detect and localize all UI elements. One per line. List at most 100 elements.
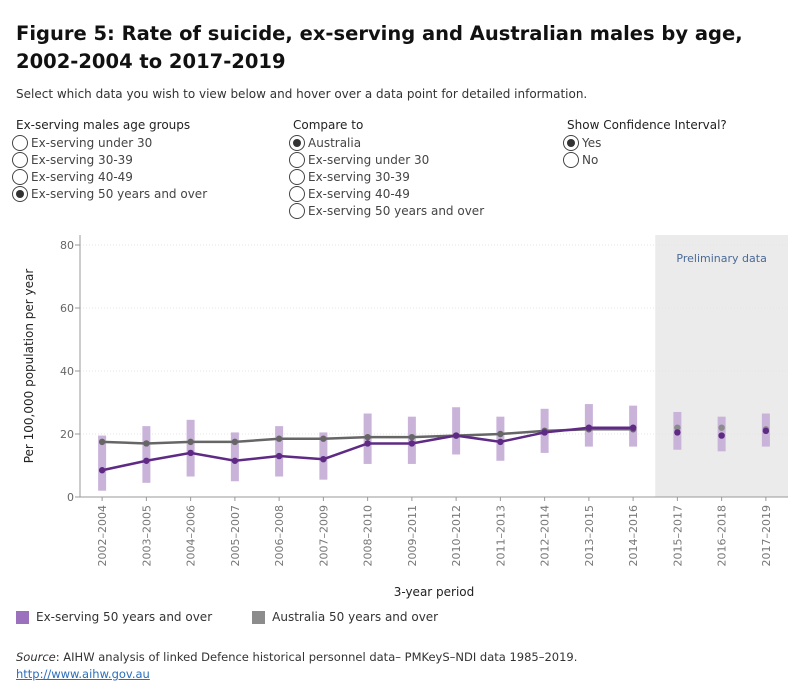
ex-serving-data-point[interactable] [762, 427, 770, 435]
y-tick-label: 20 [60, 428, 74, 441]
compare-to-option[interactable]: Ex-serving 30-39 [289, 168, 484, 185]
radio-dot-icon [567, 138, 575, 147]
confidence-interval-bar[interactable] [452, 407, 461, 455]
ex-serving-data-point[interactable] [364, 440, 371, 447]
age-group-option[interactable]: Ex-serving 30-39 [12, 151, 207, 168]
confidence-interval-bar[interactable] [142, 426, 151, 483]
age-group-option-label: Ex-serving 50 years and over [31, 186, 208, 201]
australia-data-point[interactable] [231, 438, 239, 446]
age-group-option-label: Ex-serving 40-49 [31, 169, 133, 184]
age-group-option[interactable]: Ex-serving 40-49 [12, 168, 207, 185]
source-prefix: Source [16, 650, 56, 664]
y-tick-label: 80 [60, 239, 74, 252]
radio-button[interactable] [289, 185, 305, 202]
australia-data-point[interactable] [674, 424, 681, 431]
ex-serving-data-point[interactable] [452, 432, 460, 439]
x-tick-label: 2015–2017 [671, 505, 684, 567]
radio-button[interactable] [289, 151, 305, 168]
radio-button[interactable] [12, 168, 28, 185]
x-tick-label: 2012–2014 [539, 505, 552, 567]
compare-to-option-label: Australia [308, 135, 362, 150]
legend-item-australia[interactable]: Australia 50 years and over [252, 610, 438, 624]
ex-serving-data-point[interactable] [275, 452, 283, 460]
ex-serving-data-point[interactable] [320, 456, 327, 463]
australia-data-point[interactable] [98, 438, 106, 446]
ex-serving-data-point[interactable] [231, 457, 239, 464]
confidence-interval-bar[interactable] [98, 435, 107, 491]
x-tick-label: 2008–2010 [362, 505, 375, 567]
confidence-interval-selector: Show Confidence Interval? Yes No [563, 117, 727, 168]
confidence-interval-option-label: Yes [582, 135, 602, 150]
source-text: : AIHW analysis of linked Defence histor… [55, 650, 578, 664]
y-tick-label: 60 [60, 302, 74, 315]
x-tick-label: 2011–2013 [494, 505, 507, 567]
radio-button[interactable] [563, 134, 579, 151]
ex-serving-data-point[interactable] [187, 449, 194, 457]
compare-to-option[interactable]: Ex-serving 50 years and over [289, 202, 484, 219]
compare-to-option[interactable]: Ex-serving under 30 [289, 151, 484, 168]
line-chart: Preliminary data 0 20 40 60 80 Per 100,000 pop… [22, 235, 788, 599]
ex-serving-data-point[interactable] [98, 467, 106, 474]
preliminary-band [655, 235, 788, 497]
x-tick-label: 2004–2006 [185, 505, 198, 567]
australia-data-point[interactable] [497, 430, 504, 438]
age-group-option-label: Ex-serving under 30 [31, 135, 153, 150]
confidence-interval-bar[interactable] [230, 432, 239, 482]
y-tick-label: 0 [67, 491, 74, 504]
age-group-option[interactable]: Ex-serving under 30 [12, 134, 207, 151]
x-tick-label: 2010–2012 [450, 505, 463, 567]
legend-swatch-australia [252, 610, 266, 624]
compare-to-selector: Compare to Australia Ex-serving under 30 E… [289, 117, 484, 219]
radio-dot-icon [293, 138, 301, 147]
instructions-text: Select which data you wish to view below… [16, 87, 588, 101]
compare-to-option[interactable]: Ex-serving 40-49 [289, 185, 484, 202]
radio-button[interactable] [12, 134, 28, 151]
page-title: Figure 5: Rate of suicide, ex-serving an… [16, 22, 743, 73]
age-group-label: Ex-serving males age groups [16, 118, 191, 132]
chart-legend: Ex-serving 50 years and over Australia 5… [16, 610, 478, 624]
radio-button[interactable] [12, 151, 28, 168]
ex-serving-data-point[interactable] [541, 429, 548, 436]
ex-serving-data-point[interactable] [408, 440, 416, 447]
ex-serving-data-point[interactable] [143, 457, 150, 464]
australia-data-point[interactable] [408, 433, 416, 441]
australia-data-point[interactable] [187, 438, 194, 446]
radio-button[interactable] [12, 185, 28, 202]
x-tick-label: 2003–2005 [140, 505, 153, 567]
y-axis-label: Per 100,000 population per year [22, 269, 36, 464]
legend-label-ex-serving: Ex-serving 50 years and over [36, 610, 213, 624]
age-group-selector: Ex-serving males age groups Ex-serving u… [12, 117, 208, 202]
compare-to-label: Compare to [293, 118, 364, 132]
confidence-interval-bar[interactable] [186, 419, 195, 477]
radio-button[interactable] [289, 202, 305, 219]
australia-data-point[interactable] [320, 435, 327, 442]
aihw-link[interactable]: http://www.aihw.gov.au [16, 667, 150, 681]
radio-button[interactable] [289, 134, 305, 151]
ex-serving-data-point[interactable] [674, 429, 681, 436]
ex-serving-data-point[interactable] [629, 424, 637, 431]
confidence-interval-option[interactable]: Yes [563, 134, 727, 151]
confidence-interval-bar[interactable] [275, 426, 284, 477]
australia-data-point[interactable] [143, 440, 150, 447]
x-axis-label: 3-year period [394, 585, 475, 599]
legend-item-ex-serving[interactable]: Ex-serving 50 years and over [16, 610, 212, 624]
australia-data-point[interactable] [364, 433, 371, 441]
ex-serving-data-point[interactable] [585, 424, 593, 431]
confidence-interval-label: Show Confidence Interval? [567, 118, 727, 132]
australia-data-point[interactable] [718, 424, 725, 431]
ex-serving-data-point[interactable] [718, 432, 725, 439]
legend-swatch-ex-serving [16, 610, 29, 624]
confidence-interval-option[interactable]: No [563, 151, 727, 168]
compare-to-option[interactable]: Australia [289, 134, 484, 151]
x-tick-label: 2017–2019 [760, 505, 773, 567]
ex-serving-data-point[interactable] [497, 438, 504, 446]
age-group-option[interactable]: Ex-serving 50 years and over [12, 185, 208, 202]
x-tick-label: 2009–2011 [406, 505, 419, 567]
compare-to-option-label: Ex-serving 40-49 [308, 186, 410, 201]
x-tick-label: 2005–2007 [229, 505, 242, 567]
radio-button[interactable] [289, 168, 305, 185]
x-tick-label: 2002–2004 [96, 505, 109, 567]
australia-data-point[interactable] [275, 435, 283, 442]
radio-button[interactable] [563, 151, 579, 168]
radio-dot-icon [16, 189, 24, 198]
